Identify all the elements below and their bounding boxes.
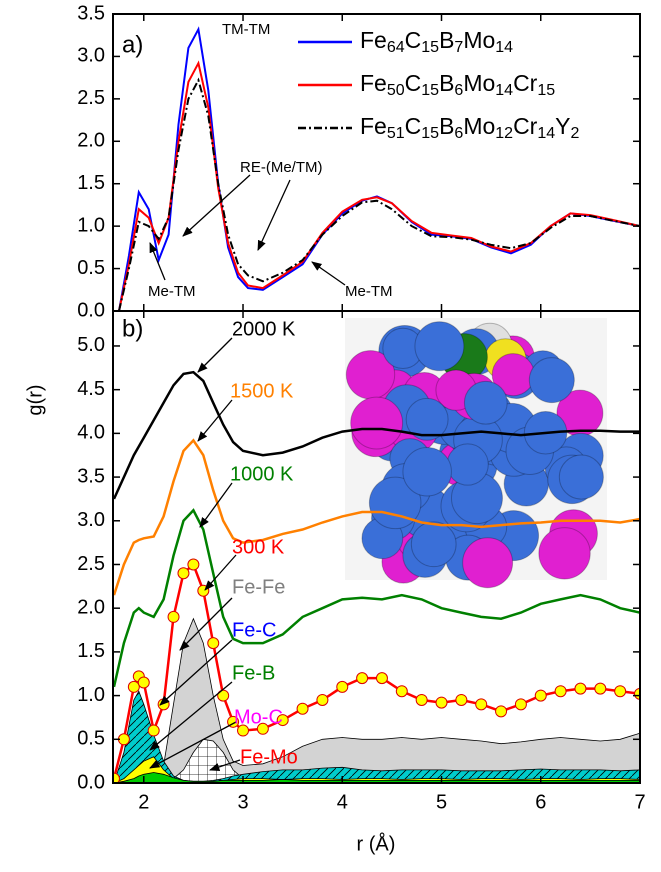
marker — [396, 686, 407, 697]
series-label: 1000 K — [230, 463, 294, 485]
y-tick-label: 3.5 — [77, 465, 105, 487]
marker — [128, 681, 139, 692]
arrow — [258, 180, 290, 250]
y-tick-label: 5.0 — [77, 334, 105, 356]
atom — [464, 381, 507, 424]
annotation: RE-(Me/TM) — [240, 159, 323, 176]
x-tick-label: 2 — [138, 791, 149, 813]
y-tick-label: 1.5 — [77, 640, 105, 662]
x-tick-label: 7 — [634, 791, 645, 813]
y-tick-label: 1.5 — [77, 172, 105, 194]
atom — [411, 522, 456, 567]
y-tick-label: 0.0 — [77, 299, 105, 321]
series-label: Fe-C — [232, 619, 276, 641]
y-tick-label: 3.0 — [77, 45, 105, 67]
panel-label: b) — [122, 315, 143, 342]
y-tick-label: 1.0 — [77, 214, 105, 236]
annotation: Me-TM — [345, 283, 393, 300]
y-tick-label: 4.0 — [77, 422, 105, 444]
marker — [178, 568, 189, 579]
marker — [615, 686, 626, 697]
y-axis-label: g(r) — [24, 384, 46, 415]
atom — [403, 447, 452, 496]
marker — [416, 694, 427, 705]
marker — [168, 611, 179, 622]
atom — [447, 444, 488, 485]
structure-inset — [345, 318, 607, 588]
series-label: Fe-B — [232, 662, 275, 684]
legend-label: Fe50C15B6Mo14Cr15 — [360, 70, 555, 99]
marker — [555, 686, 566, 697]
arrow — [312, 262, 345, 285]
y-tick-label: 2.5 — [77, 87, 105, 109]
x-tick-label: 4 — [337, 791, 348, 813]
marker — [158, 699, 169, 710]
y-tick-label: 3.0 — [77, 509, 105, 531]
marker — [118, 734, 129, 745]
line — [119, 63, 640, 311]
plot-frame — [113, 14, 640, 311]
marker — [357, 673, 368, 684]
arrow — [198, 338, 232, 372]
atom — [415, 322, 464, 371]
atom — [559, 455, 603, 499]
y-tick-label: 0.0 — [77, 771, 105, 793]
series-label: Fe-Mo — [240, 746, 298, 768]
marker — [297, 703, 308, 714]
marker — [476, 699, 487, 710]
marker — [575, 683, 586, 694]
series-label: 1500 K — [230, 380, 294, 402]
legend-label: Fe51C15B6Mo12Cr14Y2 — [360, 113, 579, 142]
arrow — [200, 483, 232, 527]
marker — [595, 683, 606, 694]
atom — [463, 538, 513, 588]
y-tick-label: 1.0 — [77, 684, 105, 706]
annotation: Me-TM — [148, 283, 196, 300]
x-tick-label: 5 — [436, 791, 447, 813]
marker — [496, 706, 507, 717]
marker — [535, 690, 546, 701]
y-tick-label: 4.5 — [77, 378, 105, 400]
x-axis-label: r (Å) — [357, 832, 396, 855]
marker — [148, 725, 159, 736]
x-tick-label: 6 — [535, 791, 546, 813]
y-tick-label: 3.5 — [77, 2, 105, 24]
y-tick-label: 0.5 — [77, 728, 105, 750]
marker — [188, 559, 199, 570]
series-label: Fe-Fe — [232, 576, 285, 598]
series-label: 2000 K — [232, 318, 296, 340]
marker — [208, 638, 219, 649]
series-label: Mo-C — [234, 706, 283, 728]
atom — [351, 397, 403, 449]
marker — [337, 681, 348, 692]
arrow — [183, 175, 250, 236]
y-tick-label: 2.5 — [77, 553, 105, 575]
marker — [456, 694, 467, 705]
marker — [436, 697, 447, 708]
y-tick-label: 0.5 — [77, 257, 105, 279]
annotation: TM-TM — [222, 21, 270, 38]
marker — [317, 694, 328, 705]
chart: a) b) TM-TM RE-(Me/TM) Me-TM Me-TM r (Å)… — [0, 0, 661, 872]
legend-label: Fe64C15B7Mo14 — [360, 27, 513, 56]
marker — [376, 673, 387, 684]
y-tick-label: 2.0 — [77, 596, 105, 618]
panel-label: a) — [122, 31, 143, 58]
marker — [138, 677, 149, 688]
atom — [539, 528, 590, 579]
y-tick-label: 2.0 — [77, 130, 105, 152]
series-label: 300 K — [232, 536, 285, 558]
marker — [515, 699, 526, 710]
x-tick-label: 3 — [237, 791, 248, 813]
atom — [529, 358, 574, 403]
